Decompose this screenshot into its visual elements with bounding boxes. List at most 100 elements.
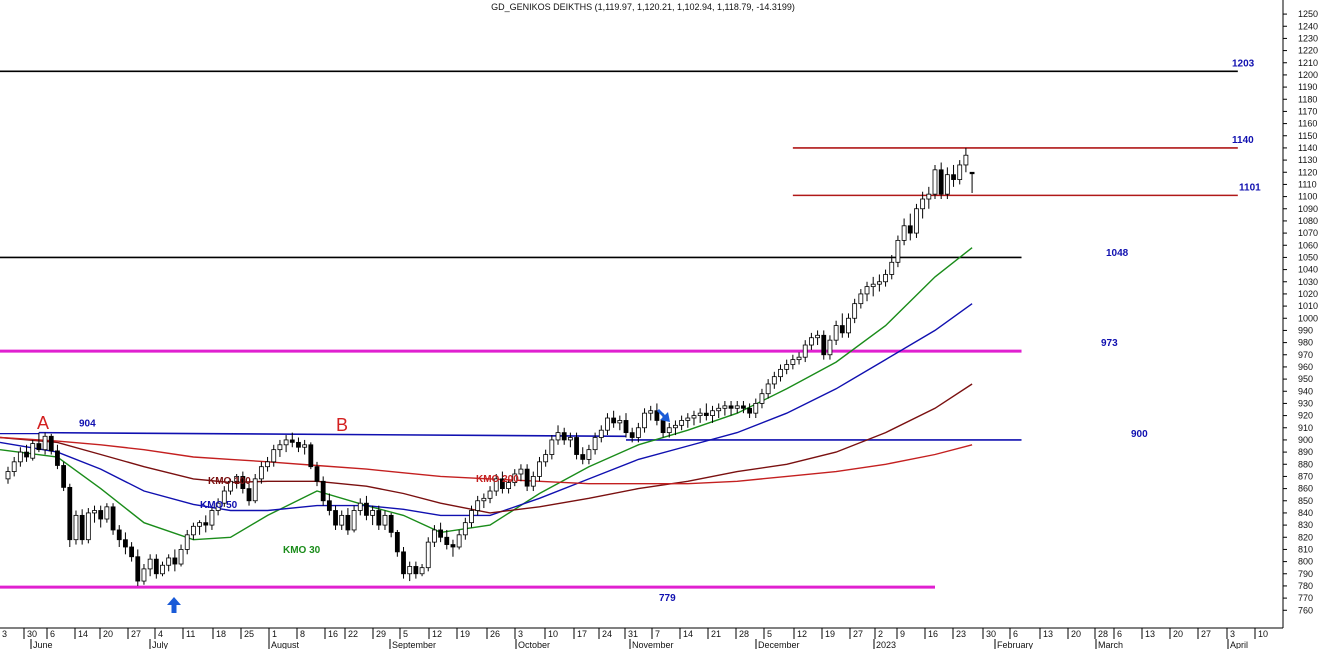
y-tick-label: 1160	[1298, 119, 1317, 129]
candle	[98, 505, 104, 528]
candle-body	[425, 541, 431, 569]
candle	[722, 400, 728, 416]
candle	[895, 235, 901, 268]
candle	[357, 498, 363, 516]
candle-body	[586, 449, 592, 460]
candle-body	[314, 466, 320, 482]
candle-body	[370, 510, 376, 516]
candle-body	[110, 506, 116, 531]
candle	[172, 549, 178, 572]
y-tick-label: 890	[1298, 447, 1313, 457]
candle-body	[123, 539, 128, 548]
candle-body	[228, 480, 233, 492]
candle	[320, 476, 326, 506]
candle-body	[747, 407, 752, 414]
y-tick-label: 1070	[1298, 228, 1318, 238]
candle	[759, 388, 765, 409]
candle-body	[246, 488, 252, 502]
y-tick-label: 1030	[1298, 277, 1318, 287]
candle	[5, 466, 11, 484]
candle-body	[617, 420, 623, 424]
x-tick-label: 18	[216, 629, 226, 639]
candle	[271, 444, 277, 467]
y-tick-label: 1110	[1298, 179, 1317, 189]
candle-body	[852, 303, 858, 319]
candle	[617, 415, 623, 431]
trendline-label-904: 904	[79, 419, 96, 430]
candle-body	[710, 410, 715, 416]
y-tick-label: 1150	[1298, 131, 1317, 141]
x-tick-label: 14	[683, 629, 693, 639]
candle	[123, 532, 128, 555]
candle	[592, 432, 598, 455]
candle-body	[660, 420, 666, 434]
level-label-900: 900	[1131, 429, 1148, 440]
x-tick-label: 7	[655, 629, 660, 639]
candle	[821, 330, 827, 360]
y-tick-label: 880	[1298, 459, 1313, 469]
candle-body	[17, 451, 23, 463]
candle	[598, 425, 604, 443]
candle	[549, 435, 555, 460]
candle-body	[895, 239, 901, 263]
candle	[432, 525, 437, 547]
x-tick-label: 28	[1098, 629, 1108, 639]
candle	[920, 191, 926, 219]
candle	[333, 505, 338, 530]
candle-body	[870, 283, 876, 288]
candle-body	[265, 461, 270, 468]
candle	[178, 544, 184, 567]
x-month-label: April	[1230, 640, 1248, 649]
candle-body	[5, 471, 11, 480]
ma-label-kmo-50: KMO 50	[200, 500, 238, 511]
candle-body	[703, 412, 709, 416]
candle-body	[444, 536, 450, 545]
candle-body	[73, 514, 79, 541]
candle-body	[326, 500, 332, 511]
candle-body	[178, 549, 184, 565]
candle	[481, 493, 487, 509]
y-tick-label: 850	[1298, 496, 1313, 506]
candle-body	[499, 478, 505, 489]
x-month-label: August	[271, 640, 300, 649]
candle	[265, 456, 270, 472]
candle-body	[85, 512, 91, 541]
x-tick-label: 9	[900, 629, 905, 639]
candle-body	[697, 412, 703, 416]
candle	[456, 529, 462, 550]
candle	[92, 505, 97, 523]
candle	[351, 505, 357, 533]
candle	[55, 444, 60, 470]
y-tick-label: 1090	[1298, 204, 1318, 214]
x-tick-label: 6	[1117, 629, 1122, 639]
candle	[388, 512, 394, 538]
x-tick-label: 6	[50, 629, 55, 639]
candle-body	[135, 556, 141, 582]
candle-body	[524, 468, 530, 487]
x-tick-label: 16	[928, 629, 938, 639]
candle	[345, 508, 351, 535]
candle-body	[462, 522, 468, 536]
candle	[642, 408, 647, 433]
x-tick-label: 29	[376, 629, 386, 639]
candle	[141, 564, 147, 585]
candle-body	[673, 424, 678, 429]
candle-body	[506, 482, 511, 489]
candle	[376, 505, 382, 530]
y-tick-label: 810	[1298, 544, 1313, 554]
x-month-label: December	[758, 640, 800, 649]
candle	[296, 437, 301, 453]
candle	[166, 554, 172, 572]
x-month-label: July	[152, 640, 169, 649]
y-tick-label: 830	[1298, 520, 1313, 530]
x-tick-label: 26	[490, 629, 500, 639]
candle	[809, 332, 814, 350]
y-tick-label: 860	[1298, 484, 1313, 494]
candle	[753, 398, 759, 419]
candle	[771, 371, 777, 389]
x-tick-label: 27	[1201, 629, 1211, 639]
candle-body	[654, 410, 660, 421]
candle-body	[666, 427, 672, 434]
candle-body	[24, 451, 29, 458]
candle	[938, 162, 944, 200]
